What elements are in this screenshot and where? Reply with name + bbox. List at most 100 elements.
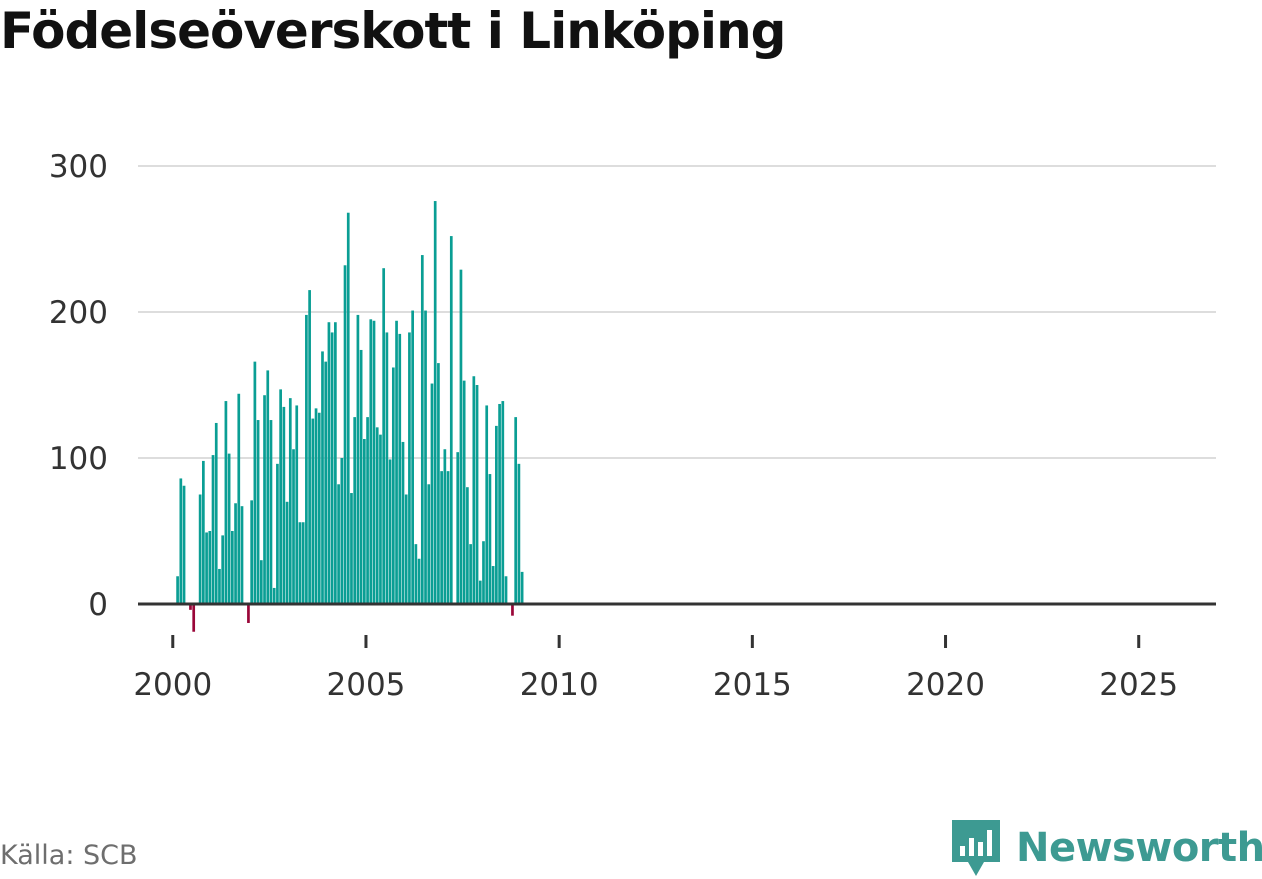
bar <box>391 367 395 604</box>
y-tick-label: 100 <box>49 441 108 477</box>
bar <box>279 389 282 604</box>
bar <box>269 420 273 604</box>
bar <box>485 405 489 604</box>
bar <box>237 393 241 604</box>
bar <box>427 484 431 604</box>
bar <box>330 332 334 604</box>
bar <box>263 395 266 604</box>
bar <box>420 255 424 604</box>
bar <box>414 544 418 604</box>
brand-name: Newsworthy <box>1016 825 1262 871</box>
y-tick-label: 200 <box>49 295 108 331</box>
bar <box>388 459 392 604</box>
bar <box>382 268 386 604</box>
bar <box>272 587 276 604</box>
bar <box>276 463 279 604</box>
bar <box>475 385 479 604</box>
bar <box>314 408 318 604</box>
bar <box>327 322 331 604</box>
bar <box>408 332 411 604</box>
bar <box>346 212 350 604</box>
x-tick-label: 2025 <box>1099 667 1178 703</box>
bar <box>253 361 257 604</box>
chart-title: Födelseöverskott i Linköping <box>0 2 786 60</box>
bar <box>343 265 347 604</box>
bar <box>189 604 192 610</box>
bar <box>337 484 340 604</box>
bar <box>176 576 179 604</box>
bar <box>247 604 250 623</box>
x-tick-label: 2010 <box>520 667 599 703</box>
bar <box>472 376 476 604</box>
bar <box>227 453 231 604</box>
bar <box>311 418 315 604</box>
bar <box>372 320 376 604</box>
bar <box>478 580 482 604</box>
bar <box>459 269 463 604</box>
bar <box>395 320 398 604</box>
bar <box>446 471 450 604</box>
bar <box>298 522 302 604</box>
newsworthy-logo-icon <box>952 820 1000 876</box>
gridlines <box>138 165 1216 459</box>
bar <box>456 452 460 604</box>
bar <box>356 314 360 604</box>
bar <box>259 560 263 604</box>
bar <box>398 333 402 604</box>
bar <box>295 405 299 604</box>
bar <box>520 571 524 604</box>
bar <box>208 531 212 604</box>
x-tick-label: 2015 <box>713 667 792 703</box>
bar <box>353 417 357 604</box>
bar <box>192 604 196 632</box>
bar <box>363 439 366 604</box>
bar <box>501 401 505 604</box>
bar <box>466 487 469 604</box>
bar <box>224 401 228 604</box>
bar <box>417 558 421 604</box>
bar <box>411 310 414 604</box>
x-tick-label: 2000 <box>133 667 212 703</box>
bar <box>511 604 514 616</box>
bar <box>334 322 337 604</box>
bar <box>437 363 440 604</box>
bar <box>469 544 472 604</box>
bar <box>214 422 218 604</box>
brand-logo[interactable]: Newsworthy <box>950 818 1262 878</box>
bar <box>256 420 260 604</box>
bar <box>198 494 202 604</box>
bar <box>282 406 286 604</box>
bars <box>176 201 524 632</box>
bar <box>440 471 443 604</box>
bar <box>266 370 270 604</box>
bar <box>211 455 215 604</box>
bar <box>317 412 321 604</box>
bar <box>359 349 363 604</box>
bar <box>308 290 311 604</box>
bar <box>292 449 295 604</box>
bar <box>350 493 353 604</box>
bar <box>379 434 382 604</box>
bar <box>340 458 344 604</box>
bar <box>234 503 237 604</box>
bar <box>504 576 508 604</box>
bar <box>202 460 205 604</box>
bar <box>385 332 389 604</box>
bar <box>491 566 495 604</box>
bar <box>495 425 498 604</box>
bar <box>401 441 405 604</box>
bar <box>517 463 521 604</box>
bar <box>514 417 518 604</box>
bar <box>462 380 466 604</box>
source-note: Källa: SCB <box>0 840 138 871</box>
bar <box>433 201 437 605</box>
y-tick-label: 300 <box>49 149 108 185</box>
bar <box>366 417 369 604</box>
axes: 0 100 200 300 2000 2005 2010 2015 2020 2025 <box>49 149 1216 703</box>
bar <box>424 310 427 604</box>
bar <box>498 403 501 604</box>
bar <box>488 474 492 604</box>
bar <box>301 522 305 604</box>
bar <box>205 532 208 604</box>
bar <box>430 383 434 604</box>
